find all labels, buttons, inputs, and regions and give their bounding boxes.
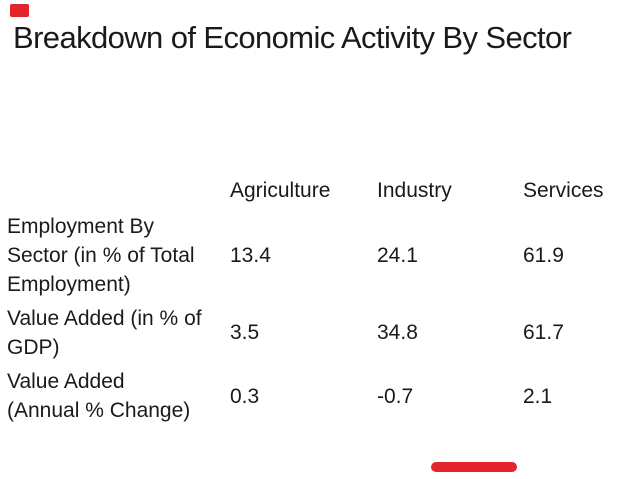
row-label-value-added-gdp: Value Added (in % of GDP) [7, 301, 230, 364]
row-label-line: Value Added (in % of [7, 306, 202, 330]
cell-va-gdp-services: 61.7 [523, 321, 564, 344]
cell-va-chg-industry: -0.7 [377, 384, 414, 408]
cell-employment-services: 61.9 [523, 243, 564, 267]
red-annotation-mark-top-left [10, 4, 29, 17]
col-header-services: Services [523, 179, 604, 202]
row-label-value-added-change: Value Added (Annual % Change) [7, 364, 230, 428]
row-label-line: Sector (in % of Total [7, 243, 195, 267]
economic-activity-table: Agriculture Industry Services Employment… [7, 162, 611, 428]
table-row-employment: Employment By Sector (in % of Total Empl… [7, 209, 611, 301]
row-label-line: (Annual % Change) [7, 399, 191, 422]
cell-va-gdp-industry: 34.8 [377, 321, 418, 344]
cell-va-chg-services: 2.1 [523, 384, 553, 408]
cell-va-chg-agriculture: 0.3 [230, 384, 260, 408]
cell-employment-industry: 24.1 [377, 243, 418, 267]
row-label-line: GDP) [7, 335, 60, 359]
table-header-row: Agriculture Industry Services [7, 162, 611, 209]
row-label-line: Employment By [7, 214, 155, 238]
corner-cell [7, 162, 230, 209]
col-header-agriculture: Agriculture [230, 179, 331, 202]
red-annotation-bar-bottom [431, 462, 517, 472]
row-label-line: Value Added [7, 370, 125, 393]
cell-va-gdp-agriculture: 3.5 [230, 321, 260, 344]
row-label-line: Employment) [7, 272, 131, 296]
slide-title: Breakdown of Economic Activity By Sector [13, 20, 572, 55]
row-label-employment: Employment By Sector (in % of Total Empl… [7, 209, 230, 301]
table-row-value-added-change: Value Added (Annual % Change) 0.3 -0.7 2… [7, 364, 611, 428]
cell-employment-agriculture: 13.4 [230, 243, 271, 267]
col-header-industry: Industry [377, 179, 452, 202]
table-row-value-added-gdp: Value Added (in % of GDP) 3.5 34.8 61.7 [7, 301, 611, 364]
